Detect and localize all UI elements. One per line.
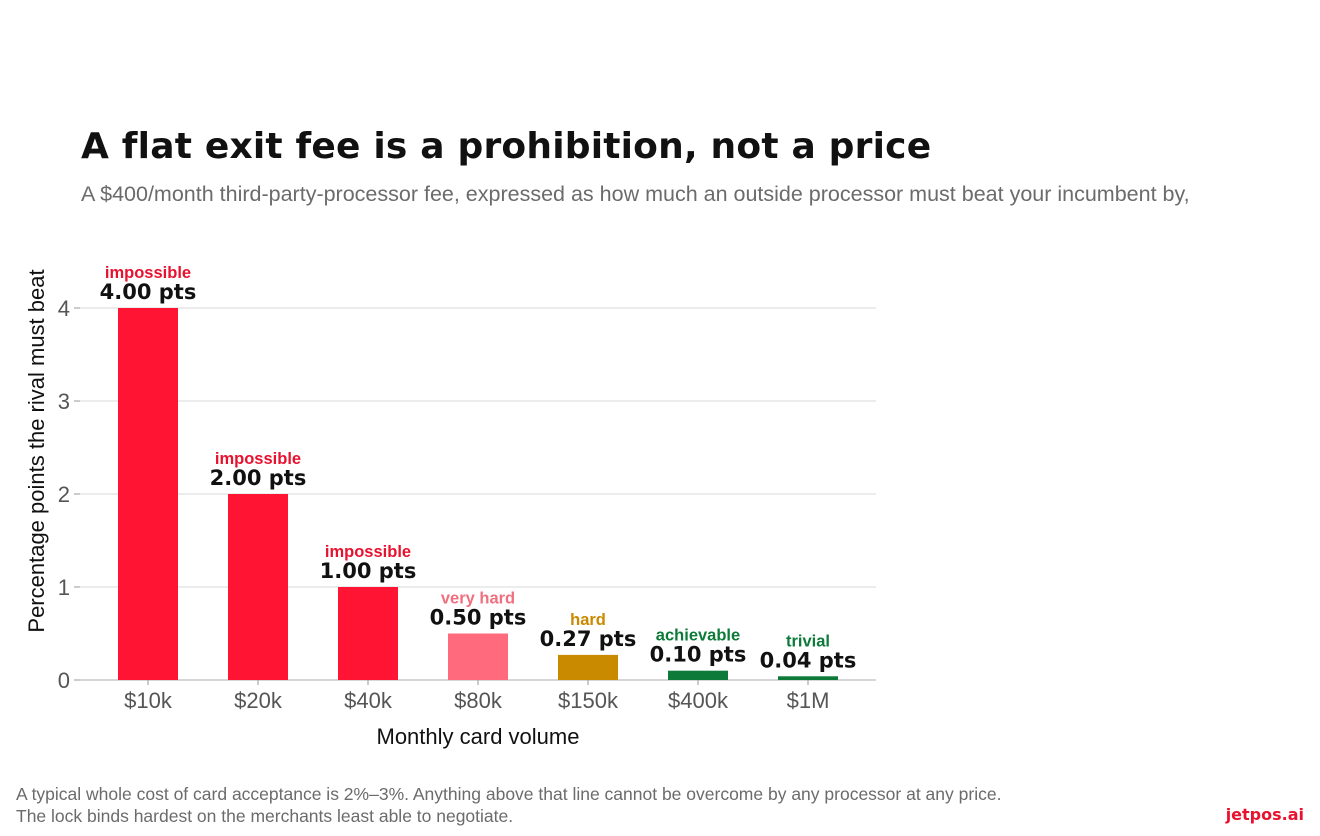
value-label: 4.00 pts (100, 280, 197, 304)
rating-label: impossible (105, 264, 191, 282)
bar (338, 587, 398, 680)
x-tick-label: $80k (454, 688, 503, 713)
rating-label: hard (570, 611, 606, 629)
brand-logo-text[interactable]: jetpos.ai (1225, 805, 1304, 824)
x-tick-label: $1M (787, 688, 830, 713)
x-axis-label: Monthly card volume (377, 724, 580, 749)
y-tick-label: 3 (58, 389, 70, 414)
rating-label: impossible (215, 450, 301, 468)
value-label: 0.10 pts (650, 643, 747, 667)
rating-label: achievable (656, 627, 740, 645)
value-label: 0.04 pts (760, 648, 857, 672)
bar (668, 670, 728, 680)
bar (558, 654, 618, 680)
bar (228, 494, 288, 680)
chart-title: A flat exit fee is a prohibition, not a … (81, 126, 932, 167)
y-axis-label: Percentage points the rival must beat (24, 269, 49, 632)
value-label: 0.50 pts (430, 606, 527, 630)
bars (118, 308, 838, 680)
rating-label: impossible (325, 543, 411, 561)
value-label: 0.27 pts (540, 627, 637, 651)
y-tick-label: 2 (58, 482, 70, 507)
y-tick-label: 0 (58, 668, 70, 693)
y-tick-label: 4 (58, 296, 70, 321)
bar (778, 676, 838, 680)
bar (448, 633, 508, 680)
x-tick-label: $10k (124, 688, 173, 713)
bar (118, 308, 178, 680)
grid-lines (80, 307, 876, 681)
x-tick-label: $40k (344, 688, 393, 713)
x-tick-label: $20k (234, 688, 283, 713)
rating-label: very hard (441, 590, 515, 608)
rating-label: trivial (786, 632, 830, 650)
value-label: 1.00 pts (320, 559, 417, 583)
y-tick-label: 1 (58, 575, 70, 600)
y-axis: 0 1 2 3 4 (58, 296, 80, 693)
footnote: A typical whole cost of card acceptance … (16, 784, 1002, 826)
x-axis: $10k $20k $40k $80k $150k $400k $1M (124, 680, 829, 713)
x-tick-label: $400k (668, 688, 729, 713)
value-label: 2.00 pts (210, 466, 307, 490)
chart-subtitle: A $400/month third-party-processor fee, … (81, 182, 1190, 206)
x-tick-label: $150k (558, 688, 619, 713)
